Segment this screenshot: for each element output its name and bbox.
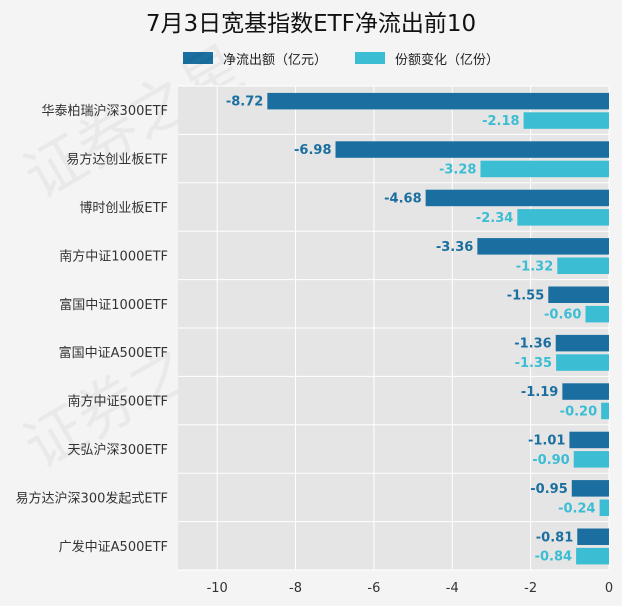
- x-tick-label: -4: [446, 581, 459, 596]
- bar-outflow: [577, 528, 609, 545]
- legend-item-outflow: 净流出额（亿元）: [183, 49, 327, 68]
- bars: [267, 92, 609, 565]
- data-label-outflow: -0.81: [536, 530, 573, 545]
- category-label: 富国中证1000ETF: [59, 297, 168, 313]
- bar-share-change: [523, 112, 609, 129]
- data-label-share-change: -0.60: [544, 308, 581, 323]
- bar-share-change: [599, 499, 609, 516]
- data-labels: -8.72 -2.18 -6.98 -3.28 -4.68 -2.34-3.36 -1.32…: [226, 95, 597, 565]
- category-label: 易方达创业板ETF: [66, 152, 168, 168]
- x-axis: -10 -8 -6 -4 -2 0: [207, 581, 614, 596]
- legend: 净流出额（亿元） 份额变化（亿份）: [183, 49, 527, 68]
- data-label-outflow: -6.98: [294, 143, 331, 158]
- category-label: 南方中证500ETF: [68, 394, 168, 410]
- x-tick-label: -10: [207, 581, 228, 596]
- data-label-share-change: -1.35: [515, 356, 552, 371]
- data-label-share-change: -2.18: [482, 114, 519, 129]
- x-tick-label: 0: [605, 581, 613, 596]
- bar-outflow: [562, 383, 609, 400]
- legend-label-outflow: 净流出额（亿元）: [223, 52, 328, 68]
- bar-share-change: [585, 305, 609, 323]
- bar-outflow: [477, 238, 609, 255]
- data-label-outflow: -0.95: [530, 482, 567, 497]
- data-label-outflow: -3.36: [436, 240, 473, 255]
- bar-share-change: [480, 160, 609, 178]
- x-tick-label: -6: [367, 581, 380, 596]
- category-axis: 华泰柏瑞沪深300ETF 易方达创业板ETF 博时创业板ETF 南方中证1000ETF…: [16, 103, 168, 555]
- x-tick-label: -2: [524, 581, 537, 596]
- category-label: 广发中证A500ETF: [59, 539, 168, 555]
- data-label-share-change: -0.20: [560, 404, 597, 419]
- data-label-share-change: -3.28: [439, 162, 476, 177]
- bar-share-change: [573, 451, 609, 468]
- bar-outflow: [425, 189, 609, 207]
- data-label-outflow: -1.36: [514, 337, 551, 352]
- data-label-share-change: -0.90: [532, 453, 569, 468]
- category-label: 南方中证1000ETF: [59, 248, 168, 264]
- category-label: 博时创业板ETF: [79, 201, 168, 216]
- bar-outflow: [548, 286, 609, 303]
- data-label-share-change: -1.32: [516, 259, 553, 274]
- data-label-share-change: -0.84: [535, 550, 572, 565]
- data-label-outflow: -1.19: [521, 385, 558, 400]
- legend-swatch-outflow: [183, 52, 213, 64]
- category-label: 华泰柏瑞沪深300ETF: [42, 103, 168, 119]
- category-label: 易方达沪深300发起式ETF: [16, 490, 168, 506]
- bar-outflow: [335, 141, 609, 158]
- legend-label-share-change: 份额变化（亿份）: [395, 52, 500, 68]
- bar-share-change: [556, 354, 609, 371]
- legend-swatch-share-change: [355, 52, 386, 64]
- bar-outflow: [571, 480, 609, 497]
- legend-item-share-change: 份额变化（亿份）: [355, 49, 499, 68]
- bar-share-change: [517, 209, 609, 226]
- data-label-outflow: -4.68: [384, 191, 421, 206]
- bar-share-change: [576, 547, 609, 565]
- data-label-share-change: -0.24: [558, 501, 595, 516]
- bar-share-change: [557, 257, 609, 274]
- data-label-outflow: -1.55: [507, 288, 544, 303]
- category-label: 天弘沪深300ETF: [68, 442, 168, 458]
- chart-title: 7月3日宽基指数ETF净流出前10: [145, 11, 477, 37]
- bar-outflow: [267, 92, 609, 110]
- data-label-share-change: -2.34: [476, 211, 513, 226]
- category-label: 富国中证A500ETF: [59, 345, 168, 361]
- bar-outflow: [555, 334, 609, 352]
- bar-share-change: [601, 402, 609, 420]
- bar-outflow: [569, 431, 609, 449]
- x-tick-label: -8: [289, 581, 302, 596]
- data-label-outflow: -1.01: [528, 433, 565, 448]
- data-label-outflow: -8.72: [226, 95, 263, 110]
